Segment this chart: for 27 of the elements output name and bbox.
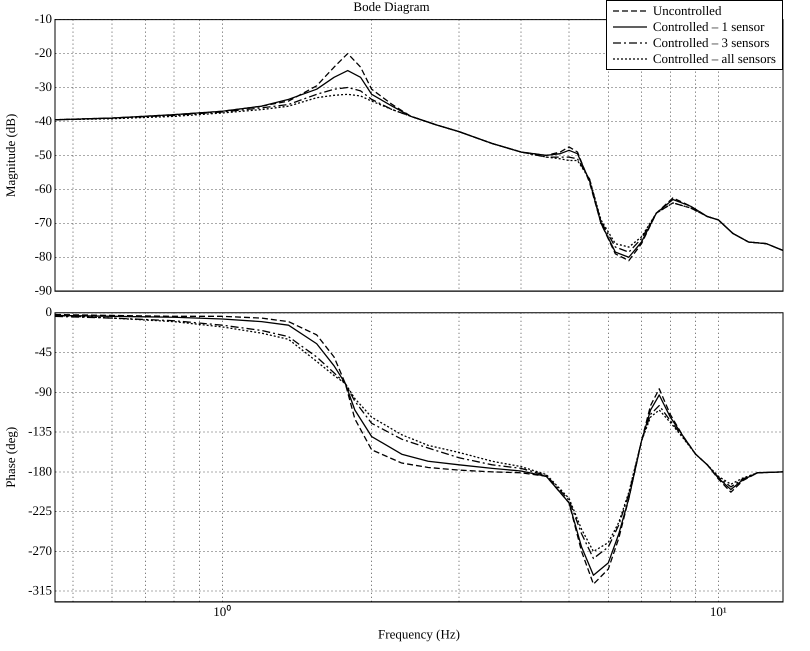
y-tick-label: 0 bbox=[46, 304, 52, 320]
y-tick-label: -90 bbox=[34, 282, 52, 298]
x-axis-title: Frequency (Hz) bbox=[378, 626, 460, 642]
y-tick-label: -90 bbox=[34, 384, 52, 399]
y-tick-label: -135 bbox=[28, 424, 52, 439]
y-tick-label: -10 bbox=[34, 11, 52, 26]
legend-label: Controlled – all sensors bbox=[652, 51, 776, 67]
y-tick-label: -20 bbox=[34, 44, 52, 60]
y-tick-label: -60 bbox=[34, 180, 52, 196]
y-tick-label: -70 bbox=[34, 214, 52, 230]
x-tick-label: 10⁰ bbox=[213, 604, 232, 620]
chart-title: Bode Diagram bbox=[353, 0, 430, 14]
y-tick-label: -30 bbox=[34, 78, 52, 94]
y-axis-title: Magnitude (dB) bbox=[3, 114, 18, 198]
y-tick-label: -80 bbox=[34, 248, 52, 264]
y-axis-title: Phase (deg) bbox=[3, 426, 18, 488]
y-tick-label: -180 bbox=[28, 463, 52, 478]
y-tick-label: -50 bbox=[34, 146, 52, 162]
y-tick-label: -40 bbox=[34, 112, 52, 128]
legend-label: Controlled – 1 sensor bbox=[652, 19, 764, 35]
y-tick-label: -270 bbox=[28, 542, 52, 558]
x-tick-label: 10¹ bbox=[710, 604, 727, 620]
y-tick-label: -315 bbox=[28, 582, 52, 598]
y-tick-label: -45 bbox=[34, 344, 52, 359]
y-tick-label: -225 bbox=[28, 503, 52, 518]
legend-label: Controlled – 3 sensors bbox=[652, 35, 770, 51]
legend-label: Uncontrolled bbox=[652, 3, 722, 19]
